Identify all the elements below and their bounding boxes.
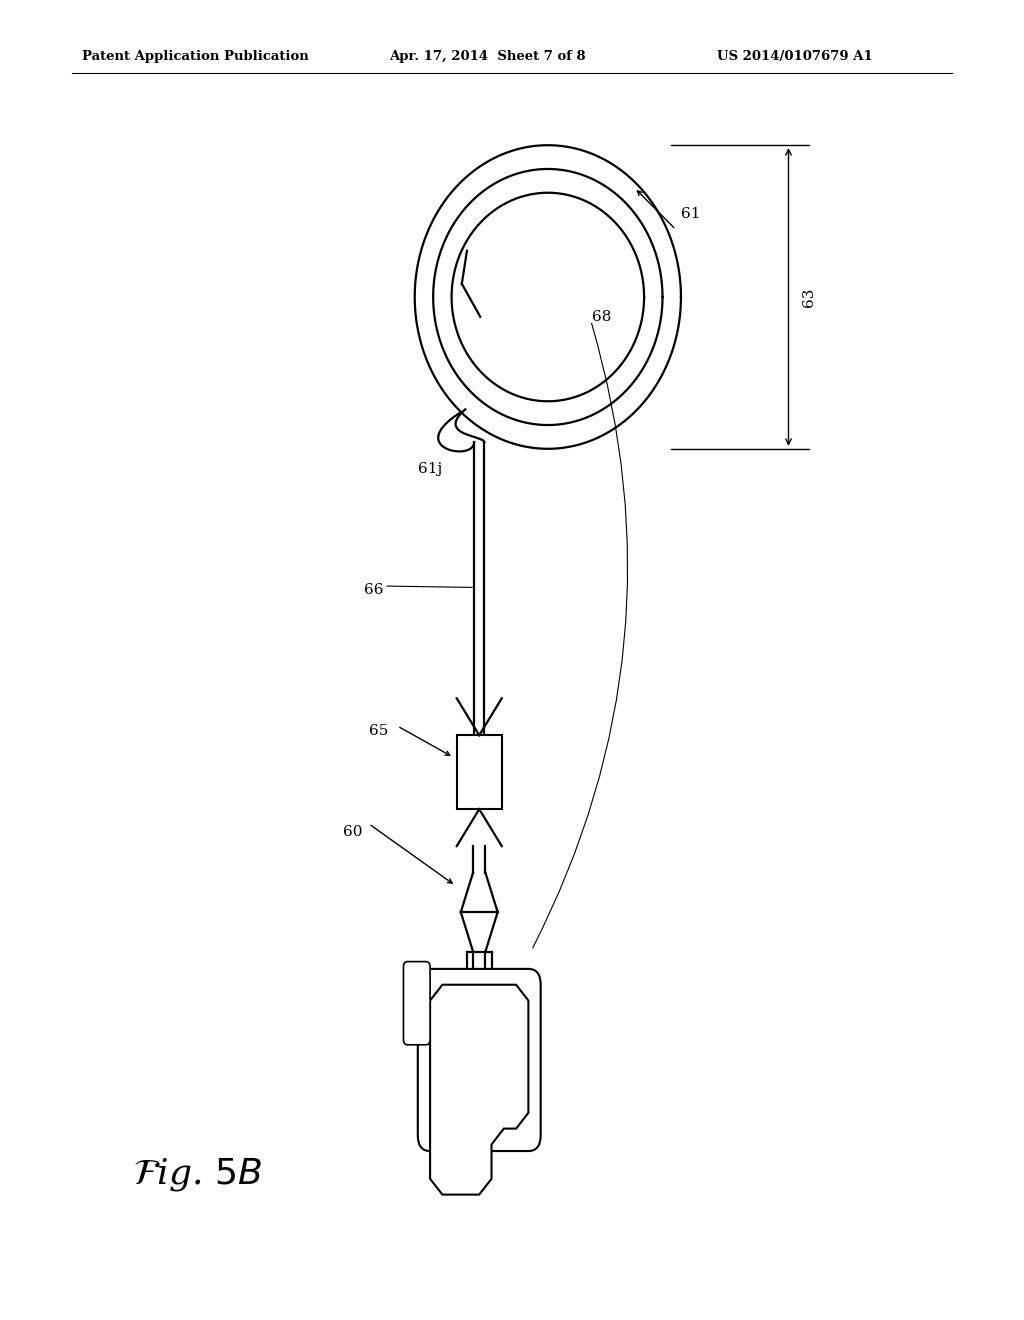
Text: Patent Application Publication: Patent Application Publication: [82, 50, 308, 63]
Text: 68: 68: [592, 310, 611, 323]
Text: 60: 60: [343, 825, 362, 838]
Text: Apr. 17, 2014  Sheet 7 of 8: Apr. 17, 2014 Sheet 7 of 8: [389, 50, 586, 63]
Text: $\mathcal{F}$ig. $5B$: $\mathcal{F}$ig. $5B$: [133, 1156, 262, 1193]
Text: 66: 66: [364, 583, 383, 597]
Text: 63: 63: [802, 288, 816, 306]
Text: 61j: 61j: [418, 462, 442, 475]
FancyBboxPatch shape: [457, 735, 502, 809]
FancyBboxPatch shape: [403, 961, 430, 1045]
Text: 65: 65: [369, 725, 388, 738]
Text: US 2014/0107679 A1: US 2014/0107679 A1: [717, 50, 872, 63]
Polygon shape: [430, 985, 528, 1195]
Text: 61: 61: [681, 207, 700, 220]
FancyBboxPatch shape: [418, 969, 541, 1151]
